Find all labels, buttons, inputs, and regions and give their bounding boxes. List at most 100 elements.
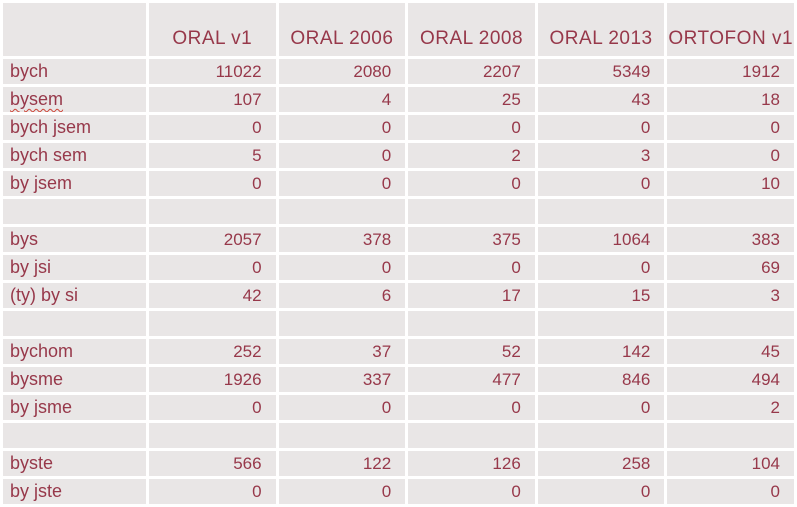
value-cell: 0 [537, 115, 665, 140]
row-label: (ty) by si [3, 283, 146, 308]
value-cell: 0 [149, 255, 276, 280]
value-cell: 378 [278, 227, 406, 252]
row-label-text: bysem [10, 89, 64, 109]
value-cell: 0 [278, 395, 406, 420]
value-cell: 69 [667, 255, 794, 280]
value-cell: 0 [408, 479, 535, 504]
value-cell: 15 [537, 283, 665, 308]
row-label-text: byste [10, 453, 54, 473]
value-cell: 0 [149, 171, 276, 196]
value-cell: 2080 [278, 59, 406, 84]
row-label: by jsem [3, 171, 146, 196]
table-row: by jsi 0 0 0 0 69 [3, 255, 794, 280]
value-cell: 0 [149, 115, 276, 140]
separator-row [3, 199, 794, 224]
row-label-text: bych jsem [10, 117, 92, 137]
row-label [3, 199, 146, 224]
value-cell: 104 [667, 451, 794, 476]
row-label-text: bych [10, 61, 49, 81]
value-cell [278, 311, 406, 336]
table-row: by jste 0 0 0 0 0 [3, 479, 794, 504]
value-cell: 43 [537, 87, 665, 112]
value-cell: 0 [667, 115, 794, 140]
table-row: bys 2057 378 375 1064 383 [3, 227, 794, 252]
value-cell [537, 423, 665, 448]
value-cell: 37 [278, 339, 406, 364]
value-cell: 122 [278, 451, 406, 476]
value-cell: 1912 [667, 59, 794, 84]
value-cell: 1064 [537, 227, 665, 252]
value-cell: 0 [537, 255, 665, 280]
value-cell [667, 423, 794, 448]
row-label: by jsi [3, 255, 146, 280]
row-label-text: bys [10, 229, 39, 249]
value-cell: 0 [667, 479, 794, 504]
value-cell [149, 423, 276, 448]
table-row: bych 11022 2080 2207 5349 1912 [3, 59, 794, 84]
column-header-oral-2013: ORAL 2013 [537, 3, 665, 56]
value-cell [149, 311, 276, 336]
value-cell: 846 [537, 367, 665, 392]
value-cell: 126 [408, 451, 535, 476]
value-cell [667, 311, 794, 336]
value-cell [408, 199, 535, 224]
value-cell: 25 [408, 87, 535, 112]
row-label: byste [3, 451, 146, 476]
table-row: bysme 1926 337 477 846 494 [3, 367, 794, 392]
table-row: bych jsem 0 0 0 0 0 [3, 115, 794, 140]
row-label-text: bych sem [10, 145, 88, 165]
row-label [3, 311, 146, 336]
value-cell: 11022 [149, 59, 276, 84]
row-label-text: by jsi [10, 257, 52, 277]
value-cell: 252 [149, 339, 276, 364]
value-cell: 3 [537, 143, 665, 168]
column-header-blank [3, 3, 146, 56]
value-cell: 0 [408, 115, 535, 140]
value-cell: 383 [667, 227, 794, 252]
row-label: bych [3, 59, 146, 84]
value-cell [667, 199, 794, 224]
row-label: bysme [3, 367, 146, 392]
column-header-oral-2006: ORAL 2006 [278, 3, 406, 56]
value-cell: 6 [278, 283, 406, 308]
table-row: (ty) by si 42 6 17 15 3 [3, 283, 794, 308]
value-cell: 0 [278, 479, 406, 504]
value-cell: 0 [537, 479, 665, 504]
table-row: bysem 107 4 25 43 18 [3, 87, 794, 112]
row-label-text: bychom [10, 341, 74, 361]
value-cell: 142 [537, 339, 665, 364]
value-cell: 0 [278, 171, 406, 196]
value-cell [408, 311, 535, 336]
table-body: bych 11022 2080 2207 5349 1912 bysem 107… [3, 59, 794, 504]
value-cell: 18 [667, 87, 794, 112]
value-cell: 0 [278, 143, 406, 168]
row-label-text: by jsem [10, 173, 73, 193]
value-cell: 17 [408, 283, 535, 308]
table-row: byste 566 122 126 258 104 [3, 451, 794, 476]
value-cell: 0 [149, 395, 276, 420]
separator-row [3, 423, 794, 448]
value-cell: 0 [278, 255, 406, 280]
row-label [3, 423, 146, 448]
value-cell: 1926 [149, 367, 276, 392]
value-cell: 2 [667, 395, 794, 420]
row-label: bysem [3, 87, 146, 112]
table-row: by jsme 0 0 0 0 2 [3, 395, 794, 420]
value-cell: 337 [278, 367, 406, 392]
table-header: ORAL v1 ORAL 2006 ORAL 2008 ORAL 2013 OR… [3, 3, 794, 56]
value-cell [278, 423, 406, 448]
row-label: bych sem [3, 143, 146, 168]
value-cell: 52 [408, 339, 535, 364]
value-cell [278, 199, 406, 224]
value-cell: 477 [408, 367, 535, 392]
value-cell: 2 [408, 143, 535, 168]
value-cell: 2057 [149, 227, 276, 252]
row-label-text: by jste [10, 481, 63, 501]
value-cell: 5349 [537, 59, 665, 84]
value-cell: 566 [149, 451, 276, 476]
value-cell: 3 [667, 283, 794, 308]
value-cell: 4 [278, 87, 406, 112]
row-label: bychom [3, 339, 146, 364]
value-cell [149, 199, 276, 224]
